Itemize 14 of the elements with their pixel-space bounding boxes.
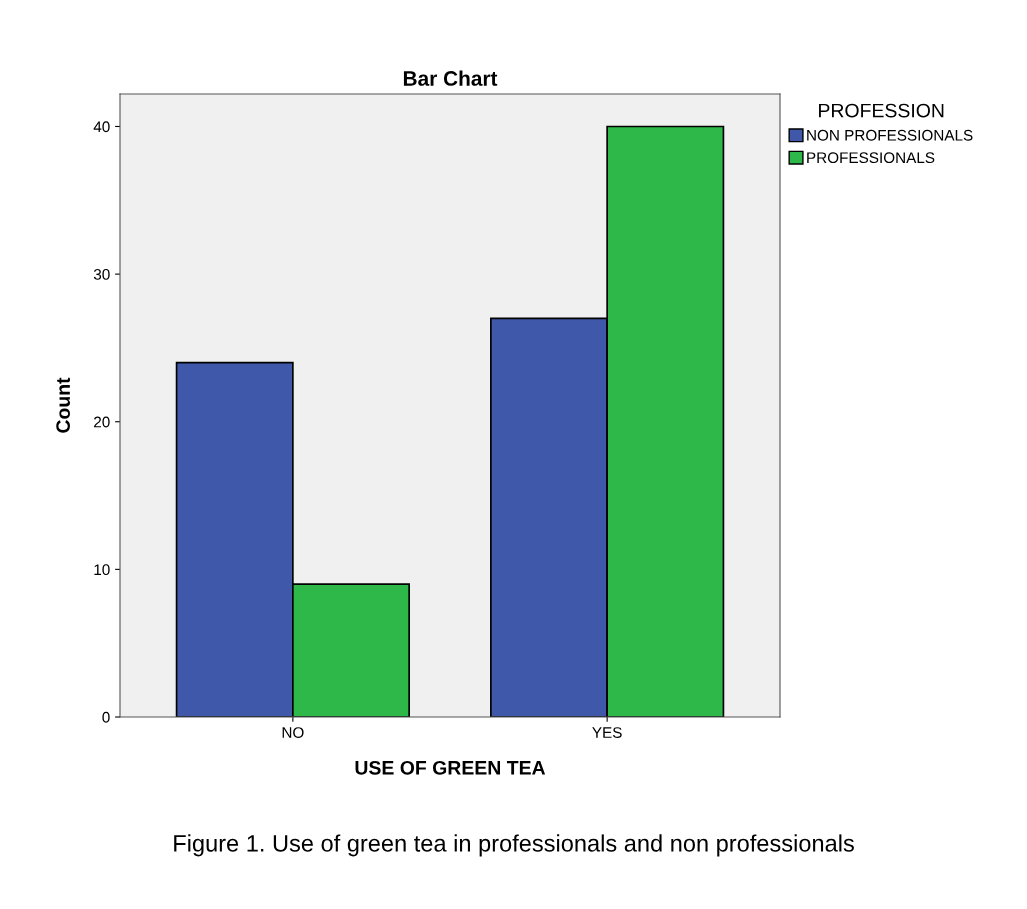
y-tick-label: 20 [94,416,110,428]
legend-label: NON PROFESSIONALS [807,129,973,141]
y-tick-label: 40 [93,121,110,133]
x-tick-label: NO [282,727,304,738]
chart-title: Bar Chart [403,70,498,86]
x-axis-title: USE OF GREEN TEA [355,760,546,775]
legend-title: PROFESSION [819,103,944,118]
y-axis-title: Count [56,377,70,433]
legend-label: PROFESSIONALS [807,152,935,164]
y-tick-label: 0 [102,711,110,723]
x-tick-label: YES [592,727,622,738]
caption: Figure 1. Use of green tea in professionals and non professionals [174,834,854,857]
y-tick-label: 30 [93,268,110,280]
y-tick-label: 10 [94,564,110,576]
